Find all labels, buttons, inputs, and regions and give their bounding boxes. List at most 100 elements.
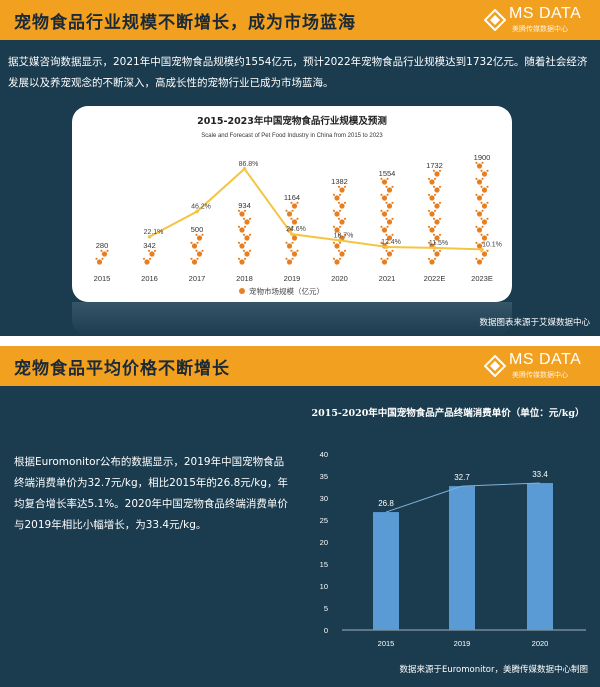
paw-toe xyxy=(285,209,288,212)
paw-toe xyxy=(433,209,437,212)
paw-toe xyxy=(433,193,437,196)
paw-toe xyxy=(486,169,489,172)
paw-bar xyxy=(380,177,394,265)
paw-toe xyxy=(480,233,483,236)
paw-toe xyxy=(391,185,394,188)
ms-logo-icon xyxy=(484,355,506,377)
y-tick-label: 15 xyxy=(320,560,328,569)
paw-icon xyxy=(386,251,393,257)
paw-toe xyxy=(195,233,198,236)
paw-toe xyxy=(196,257,199,260)
paw-icon xyxy=(381,259,388,265)
y-tick-label: 10 xyxy=(320,582,328,591)
bar-value-label: 26.8 xyxy=(378,499,394,508)
section2-banner: 宠物食品平均价格不断增长 MS DATA 美腾传媒数据中心 xyxy=(0,346,600,386)
paw-icon xyxy=(291,235,298,241)
paw-toe xyxy=(153,249,157,252)
paw-icon xyxy=(381,195,388,201)
bar-value-label: 33.4 xyxy=(532,470,548,479)
paw-toe xyxy=(432,185,436,188)
x-tick-label: 2016 xyxy=(141,274,158,283)
logo-subtitle: 美腾传媒数据中心 xyxy=(512,371,568,379)
paw-icon xyxy=(191,243,198,249)
paw-toe xyxy=(201,233,204,236)
paw-toe xyxy=(480,169,483,172)
paw-icon xyxy=(434,235,440,241)
growth-rate-point xyxy=(337,238,342,243)
paw-toe xyxy=(338,193,342,196)
paw-icon xyxy=(476,163,483,169)
paw-icon xyxy=(239,211,245,217)
paw-toe xyxy=(243,241,247,244)
x-tick-label: 2023E xyxy=(471,274,493,283)
paw-bar xyxy=(142,249,157,265)
paw-toe xyxy=(343,249,347,252)
pet-food-scale-chart-card: 2015-2023年中国宠物食品行业规模及预测 Scale and Forecas… xyxy=(72,106,512,302)
y-tick-label: 20 xyxy=(320,538,328,547)
paw-icon xyxy=(334,227,340,233)
growth-rate-point xyxy=(385,245,389,249)
paw-toe xyxy=(475,193,478,196)
section1-title: 宠物食品行业规模不断增长，成为市场蓝海 xyxy=(14,13,356,33)
paw-icon xyxy=(244,219,250,225)
paw-toe xyxy=(427,193,431,196)
growth-rate-point xyxy=(195,209,199,214)
paw-toe xyxy=(195,249,198,252)
legend-paw-icon xyxy=(239,288,245,294)
paw-icon xyxy=(381,211,388,217)
paw-toe xyxy=(196,241,199,244)
paw-toe xyxy=(248,233,252,236)
x-tick-label: 2017 xyxy=(189,274,206,283)
paw-toe xyxy=(475,177,478,180)
paw-icon xyxy=(476,195,483,201)
logo-subtitle: 美腾传媒数据中心 xyxy=(512,25,568,33)
growth-rate-point xyxy=(480,247,484,252)
paw-bar xyxy=(475,161,489,265)
paw-toe xyxy=(296,217,299,220)
chart2-title: 2015-2020年中国宠物食品产品终端消费单价（单位：元/kg） xyxy=(311,407,584,419)
paw-icon xyxy=(429,179,435,185)
average-price-panel: 宠物食品平均价格不断增长 MS DATA 美腾传媒数据中心 根据Euromoni… xyxy=(0,346,600,687)
paw-icon xyxy=(429,195,435,201)
growth-rate-label: 11.5% xyxy=(429,240,448,247)
paw-icon xyxy=(334,243,340,249)
paw-icon xyxy=(429,259,435,265)
paw-icon xyxy=(339,251,345,257)
bar-value-label: 1900 xyxy=(474,153,491,162)
bar-value-label: 1382 xyxy=(331,177,348,186)
price-bar xyxy=(449,486,475,630)
paw-toe xyxy=(481,209,484,212)
paw-toe xyxy=(332,241,336,244)
paw-icon xyxy=(481,187,488,193)
paw-icon xyxy=(286,211,293,217)
growth-rate-point xyxy=(147,234,152,239)
paw-icon xyxy=(339,219,345,225)
paw-toe xyxy=(481,257,484,260)
paw-toe xyxy=(391,201,394,204)
growth-rate-label: 22.1% xyxy=(144,229,164,236)
market-scale-panel: 宠物食品行业规模不断增长，成为市场蓝海 MS DATA 美腾传媒数据中心 据艾媒… xyxy=(0,0,600,336)
paw-toe xyxy=(291,241,294,244)
paw-toe xyxy=(296,249,299,252)
paw-toe xyxy=(385,217,388,220)
paw-icon xyxy=(101,251,108,257)
paw-toe xyxy=(337,249,341,252)
paw-toe xyxy=(290,201,293,204)
paw-toe xyxy=(438,249,442,252)
logo-text: MS DATA xyxy=(509,5,582,22)
growth-rate-point xyxy=(242,167,247,171)
paw-toe xyxy=(343,217,347,220)
bar-value-label: 32.7 xyxy=(454,473,470,482)
paw-toe xyxy=(386,209,389,212)
paw-toe xyxy=(237,209,241,212)
paw-toe xyxy=(332,209,336,212)
paw-toe xyxy=(338,241,342,244)
paw-icon xyxy=(239,259,245,265)
paw-toe xyxy=(480,201,483,204)
bar-value-label: 280 xyxy=(96,241,109,250)
paw-icon xyxy=(476,227,483,233)
bar-value-label: 342 xyxy=(143,241,156,250)
paw-icon xyxy=(481,235,488,241)
paw-toe xyxy=(95,257,98,260)
paw-toe xyxy=(337,185,341,188)
